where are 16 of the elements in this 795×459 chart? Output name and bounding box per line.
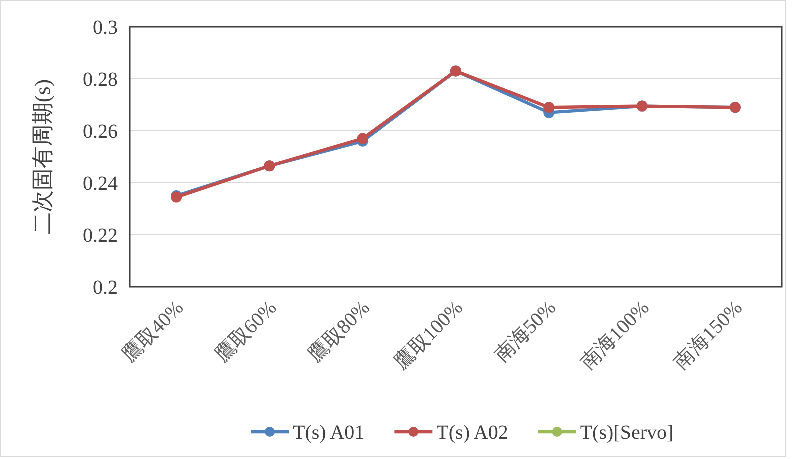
y-tick-label: 0.24 bbox=[83, 173, 118, 195]
y-axis-title: 二次固有周期(s) bbox=[30, 79, 55, 235]
x-tick-label: 鷹取40% bbox=[118, 296, 188, 367]
legend-label: T(s) A02 bbox=[436, 422, 508, 444]
y-tick-label: 0.3 bbox=[93, 17, 118, 39]
y-tick-label: 0.26 bbox=[83, 121, 118, 143]
x-tick-label: 鷹取80% bbox=[304, 296, 374, 367]
y-tick-label: 0.2 bbox=[93, 277, 118, 299]
x-tick-label: 鷹取60% bbox=[211, 296, 282, 367]
legend-label: T(s) A01 bbox=[293, 422, 365, 444]
y-tick-label: 0.22 bbox=[83, 225, 118, 247]
y-tick-label: 0.28 bbox=[83, 69, 118, 91]
point bbox=[544, 102, 555, 114]
point bbox=[357, 133, 368, 144]
legend-label: T(s)[Servo] bbox=[580, 422, 674, 444]
x-tick-label: 南海50% bbox=[490, 296, 561, 367]
